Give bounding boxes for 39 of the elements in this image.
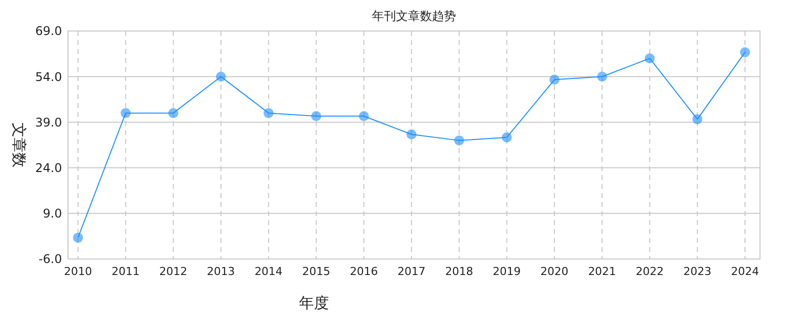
point [120,108,131,118]
point [597,72,608,82]
x-tick-label: 2023 [683,265,712,278]
point [502,132,512,142]
y-tick-label: 9.0 [42,206,62,221]
x-tick-label: 2015 [302,265,330,278]
x-tick-label: 2013 [206,265,235,278]
point [168,108,178,118]
y-tick-label: 69.0 [35,24,62,38]
point [358,111,369,122]
point [216,72,226,82]
y-tick-label: -6.0 [38,252,62,266]
x-tick-label: 2022 [636,265,664,278]
y-tick-label: 39.0 [35,115,62,130]
chart-title: 年刊文章数趋势 [372,9,456,23]
x-tick-label: 2024 [731,265,759,278]
x-tick-label: 2021 [588,265,616,278]
point [406,129,416,140]
point [549,74,560,85]
x-axis-title: 年度 [299,294,329,312]
x-tick-label: 2011 [112,265,140,278]
x-tick-label: 2016 [350,265,378,278]
x-tick-label: 2010 [64,265,92,278]
point [740,47,750,58]
point [264,108,274,118]
point [454,135,464,146]
point [692,114,702,124]
x-tick-label: 2017 [398,265,426,278]
x-tick-label: 2012 [159,265,188,278]
point [311,111,322,122]
x-tick-label: 2020 [540,265,568,278]
x-tick-label: 2014 [254,265,283,278]
y-axis-title: 文章数 [10,122,28,168]
y-tick-label: 24.0 [35,161,62,175]
point [73,232,83,243]
x-tick-label: 2018 [445,265,474,278]
x-tick-label: 2019 [492,265,521,278]
y-tick-label: 54.0 [35,70,62,84]
point [644,53,655,64]
